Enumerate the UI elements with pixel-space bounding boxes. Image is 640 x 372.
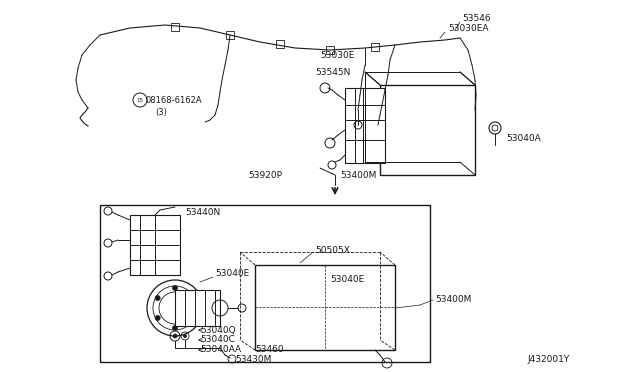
Text: 53400M: 53400M bbox=[340, 170, 376, 180]
Bar bbox=[276, 40, 284, 48]
Circle shape bbox=[184, 334, 186, 337]
Text: 53040Q: 53040Q bbox=[200, 326, 236, 334]
Bar bbox=[226, 31, 234, 39]
Bar bbox=[130, 215, 180, 275]
Text: 53040AA: 53040AA bbox=[200, 346, 241, 355]
Text: 53460: 53460 bbox=[255, 346, 284, 355]
Circle shape bbox=[190, 315, 195, 321]
Text: 53545N: 53545N bbox=[315, 67, 350, 77]
Circle shape bbox=[147, 280, 203, 336]
Circle shape bbox=[190, 295, 195, 301]
Text: J432001Y: J432001Y bbox=[528, 356, 570, 365]
Text: 53440N: 53440N bbox=[185, 208, 220, 217]
Text: 53040E: 53040E bbox=[330, 276, 364, 285]
Text: 08168-6162A: 08168-6162A bbox=[145, 96, 202, 105]
Text: 53400M: 53400M bbox=[435, 295, 472, 305]
Text: 53030EA: 53030EA bbox=[448, 23, 488, 32]
Text: 53920P: 53920P bbox=[248, 170, 282, 180]
Text: (3): (3) bbox=[155, 108, 167, 116]
Text: 50505X: 50505X bbox=[315, 246, 350, 254]
Circle shape bbox=[173, 334, 177, 338]
Bar bbox=[345, 88, 385, 163]
Bar bbox=[326, 46, 334, 54]
Circle shape bbox=[173, 326, 177, 330]
Text: 53546: 53546 bbox=[462, 13, 491, 22]
Circle shape bbox=[155, 315, 160, 321]
Text: 53430M: 53430M bbox=[235, 356, 271, 365]
Bar bbox=[380, 85, 475, 175]
Text: 53040A: 53040A bbox=[506, 134, 541, 142]
Text: 15: 15 bbox=[136, 97, 143, 103]
Bar bbox=[100, 205, 430, 362]
Text: 53030E: 53030E bbox=[320, 51, 355, 60]
Bar bbox=[255, 265, 395, 350]
Text: 53040C: 53040C bbox=[200, 336, 235, 344]
Bar bbox=[175, 290, 220, 326]
Circle shape bbox=[155, 295, 160, 301]
Bar bbox=[171, 23, 179, 31]
Bar bbox=[371, 43, 379, 51]
Circle shape bbox=[173, 285, 177, 291]
Text: 53040E: 53040E bbox=[215, 269, 249, 278]
